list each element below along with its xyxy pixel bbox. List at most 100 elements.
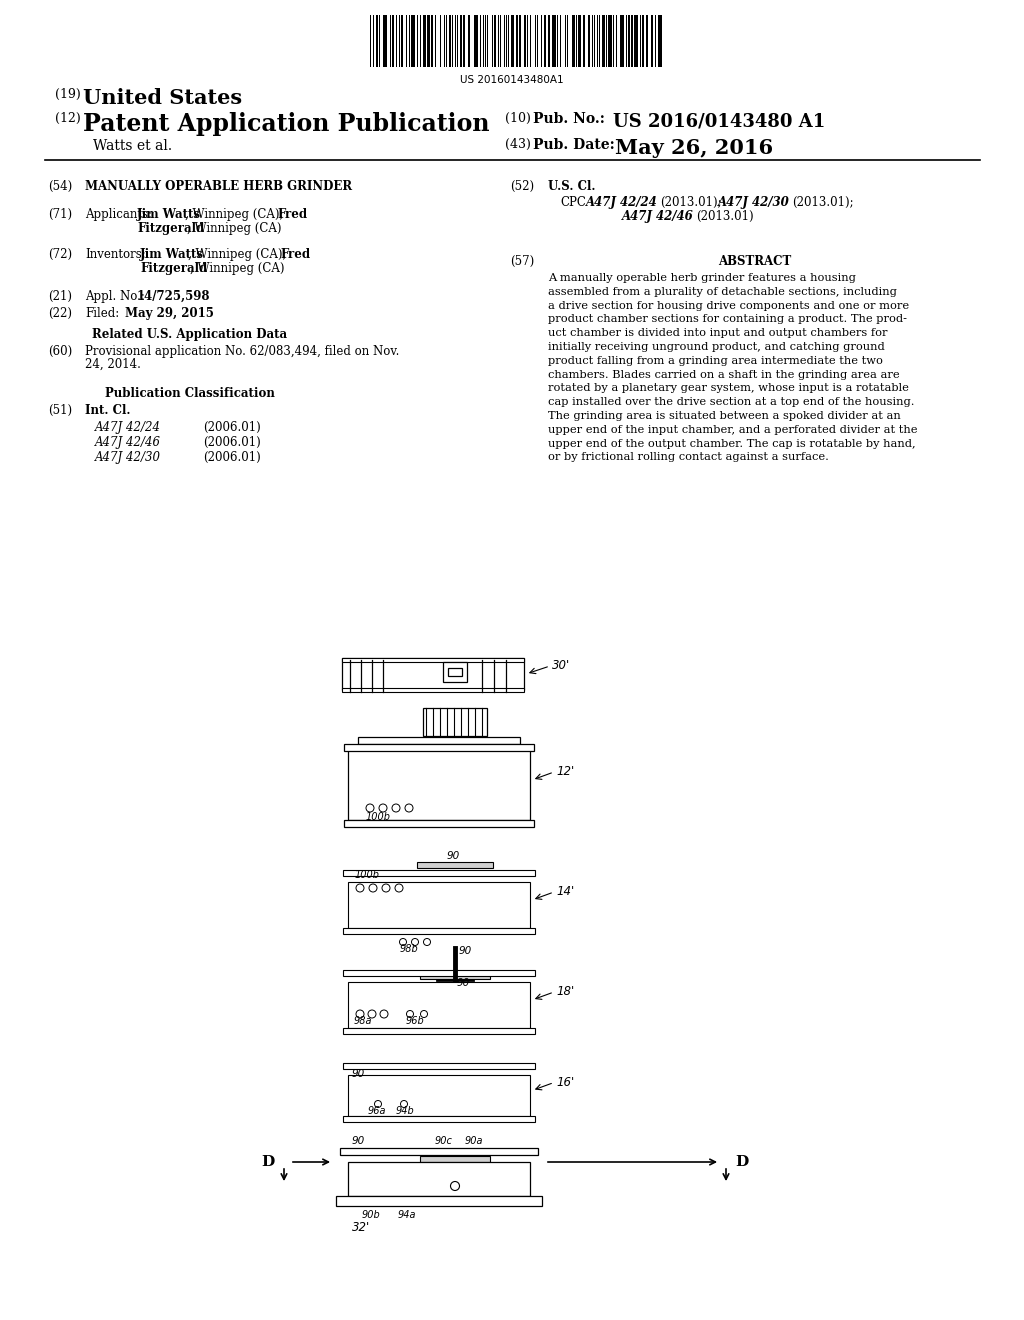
Circle shape bbox=[406, 804, 413, 812]
Bar bbox=[552, 15, 556, 67]
Circle shape bbox=[380, 1010, 388, 1018]
Bar bbox=[343, 1115, 535, 1122]
Bar bbox=[358, 737, 520, 744]
Text: (10): (10) bbox=[505, 112, 530, 125]
Text: D: D bbox=[735, 1155, 749, 1170]
Text: (2013.01);: (2013.01); bbox=[660, 195, 722, 209]
Bar bbox=[544, 15, 546, 67]
Text: 96a: 96a bbox=[368, 1106, 386, 1115]
Bar bbox=[651, 15, 653, 67]
Text: 94a: 94a bbox=[398, 1210, 417, 1220]
Bar bbox=[628, 15, 630, 67]
Bar bbox=[449, 15, 451, 67]
Text: A47J 42/30: A47J 42/30 bbox=[95, 451, 161, 465]
Bar bbox=[443, 663, 467, 682]
Text: Related U.S. Application Data: Related U.S. Application Data bbox=[92, 327, 288, 341]
Text: 90: 90 bbox=[459, 946, 472, 956]
Bar bbox=[420, 973, 490, 979]
Text: 12': 12' bbox=[556, 766, 574, 777]
Bar bbox=[460, 15, 462, 67]
Circle shape bbox=[399, 939, 407, 945]
Text: , Winnipeg (CA);: , Winnipeg (CA); bbox=[185, 209, 284, 220]
Bar bbox=[343, 970, 535, 975]
Bar bbox=[494, 15, 496, 67]
Text: (72): (72) bbox=[48, 248, 72, 261]
Text: Appl. No.:: Appl. No.: bbox=[85, 290, 144, 304]
Text: (51): (51) bbox=[48, 404, 72, 417]
Bar bbox=[411, 15, 415, 67]
Text: upper end of the output chamber. The cap is rotatable by hand,: upper end of the output chamber. The cap… bbox=[548, 438, 915, 449]
Bar bbox=[348, 882, 530, 928]
Text: A manually operable herb grinder features a housing: A manually operable herb grinder feature… bbox=[548, 273, 856, 282]
Bar bbox=[524, 15, 526, 67]
Circle shape bbox=[424, 939, 430, 945]
Text: 100b: 100b bbox=[366, 812, 391, 822]
Bar bbox=[658, 15, 662, 67]
Bar bbox=[343, 1063, 535, 1069]
Bar bbox=[342, 657, 524, 663]
Bar bbox=[583, 15, 585, 67]
Bar bbox=[343, 870, 535, 876]
Text: 96b: 96b bbox=[406, 1016, 425, 1026]
Bar bbox=[420, 1156, 490, 1162]
Bar bbox=[578, 15, 581, 67]
Text: The grinding area is situated between a spoked divider at an: The grinding area is situated between a … bbox=[548, 411, 901, 421]
Text: , Winnipeg (CA): , Winnipeg (CA) bbox=[187, 222, 282, 235]
Bar bbox=[423, 15, 426, 67]
Bar bbox=[427, 15, 430, 67]
Text: a drive section for housing drive components and one or more: a drive section for housing drive compon… bbox=[548, 301, 909, 310]
Text: 24, 2014.: 24, 2014. bbox=[85, 358, 141, 371]
Text: A47J 42/24: A47J 42/24 bbox=[586, 195, 657, 209]
Text: MANUALLY OPERABLE HERB GRINDER: MANUALLY OPERABLE HERB GRINDER bbox=[85, 180, 352, 193]
Text: 98a: 98a bbox=[354, 1016, 373, 1026]
Bar bbox=[340, 1148, 538, 1155]
Text: (43): (43) bbox=[505, 139, 530, 150]
Text: 100b: 100b bbox=[355, 870, 380, 880]
Bar bbox=[646, 15, 648, 67]
Circle shape bbox=[375, 1101, 382, 1107]
Text: Fitzgerald: Fitzgerald bbox=[140, 261, 207, 275]
Text: (60): (60) bbox=[48, 345, 73, 358]
Circle shape bbox=[356, 1010, 364, 1018]
Text: (2006.01): (2006.01) bbox=[203, 421, 261, 434]
Text: product falling from a grinding area intermediate the two: product falling from a grinding area int… bbox=[548, 356, 883, 366]
Bar bbox=[572, 15, 575, 67]
Text: or by frictional rolling contact against a surface.: or by frictional rolling contact against… bbox=[548, 453, 828, 462]
Bar bbox=[548, 15, 550, 67]
Text: 90: 90 bbox=[447, 851, 460, 861]
Text: Jim Watts: Jim Watts bbox=[137, 209, 201, 220]
Bar bbox=[344, 744, 534, 751]
Bar bbox=[348, 982, 530, 1028]
Text: uct chamber is divided into input and output chambers for: uct chamber is divided into input and ou… bbox=[548, 329, 888, 338]
Circle shape bbox=[366, 804, 374, 812]
Bar bbox=[468, 15, 470, 67]
Bar bbox=[449, 668, 462, 676]
Text: Inventors:: Inventors: bbox=[85, 248, 145, 261]
Text: , Winnipeg (CA): , Winnipeg (CA) bbox=[190, 261, 285, 275]
Circle shape bbox=[356, 884, 364, 892]
Text: Provisional application No. 62/083,494, filed on Nov.: Provisional application No. 62/083,494, … bbox=[85, 345, 399, 358]
Circle shape bbox=[369, 884, 377, 892]
Text: US 2016/0143480 A1: US 2016/0143480 A1 bbox=[613, 112, 825, 129]
Text: (57): (57) bbox=[510, 255, 535, 268]
Text: 90: 90 bbox=[352, 1137, 366, 1146]
Text: 14': 14' bbox=[556, 884, 574, 898]
Text: initially receiving unground product, and catching ground: initially receiving unground product, an… bbox=[548, 342, 885, 352]
Bar bbox=[631, 15, 633, 67]
Text: A47J 42/24: A47J 42/24 bbox=[95, 421, 161, 434]
Circle shape bbox=[368, 1010, 376, 1018]
Bar bbox=[620, 15, 624, 67]
Bar bbox=[342, 688, 524, 692]
Bar bbox=[608, 15, 612, 67]
Text: A47J 42/30: A47J 42/30 bbox=[718, 195, 790, 209]
Text: CPC: CPC bbox=[560, 195, 586, 209]
Text: 32': 32' bbox=[352, 1221, 371, 1234]
Bar bbox=[423, 708, 487, 737]
Text: (52): (52) bbox=[510, 180, 535, 193]
Text: Int. Cl.: Int. Cl. bbox=[85, 404, 130, 417]
Text: 30': 30' bbox=[552, 659, 570, 672]
Bar bbox=[348, 1074, 530, 1115]
Text: Pub. No.:: Pub. No.: bbox=[534, 112, 605, 125]
Bar bbox=[342, 657, 524, 690]
Text: upper end of the input chamber, and a perforated divider at the: upper end of the input chamber, and a pe… bbox=[548, 425, 918, 434]
